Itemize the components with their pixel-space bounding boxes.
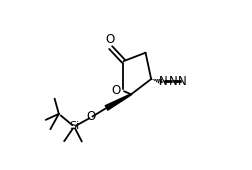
Text: O: O [105,33,114,46]
Text: O: O [111,84,120,97]
Text: N: N [178,75,186,88]
Polygon shape [105,94,131,110]
Text: Si: Si [69,121,79,131]
Text: N: N [159,75,168,88]
Text: O: O [87,110,96,123]
Text: N: N [168,75,177,88]
